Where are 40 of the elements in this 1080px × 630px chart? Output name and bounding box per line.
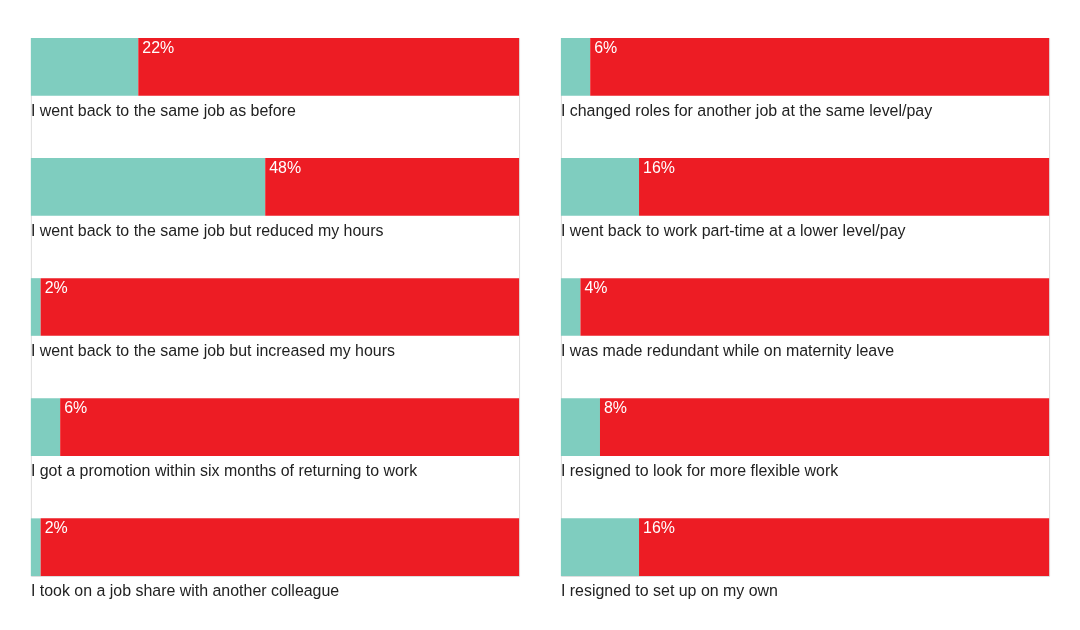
- bar: [30, 278, 41, 336]
- data-label: 6%: [594, 38, 618, 56]
- bar: [560, 278, 581, 336]
- bar: [60, 398, 520, 456]
- bar: [639, 518, 1050, 576]
- bar: [40, 278, 520, 336]
- y-tick-label: I went back to the same job but increased my hours: [30, 341, 396, 359]
- y-tick-label: I took on a job share with another colleague: [30, 582, 340, 599]
- y-tick-label: I was made redundant while on maternity leave: [560, 341, 895, 359]
- bar: [30, 158, 266, 216]
- bar: [560, 518, 640, 576]
- y-tick-label: I changed roles for another job at the same level/pay: [560, 101, 933, 119]
- bar: [560, 398, 600, 456]
- data-label: 2%: [44, 519, 68, 537]
- bar: [590, 37, 1050, 96]
- bar: [40, 518, 520, 576]
- data-label: 16%: [643, 519, 675, 537]
- bar: [30, 37, 139, 96]
- data-label: 48%: [269, 158, 302, 176]
- data-label: 4%: [584, 279, 608, 297]
- y-tick-label: I resigned to set up on my own: [560, 582, 778, 599]
- data-label: 2%: [44, 279, 68, 297]
- y-tick-label: I got a promotion within six months of returning to work: [30, 461, 418, 479]
- bar: [265, 158, 520, 216]
- bar: [639, 158, 1050, 216]
- data-label: 8%: [603, 399, 628, 417]
- data-label: 16%: [643, 158, 675, 176]
- bar: [30, 398, 61, 456]
- y-tick-label: I went back to the same job as before: [30, 101, 296, 119]
- y-tick-label: I went back to the same job but reduced my hours: [30, 221, 384, 239]
- data-label: 6%: [64, 399, 88, 417]
- bar: [580, 278, 1050, 336]
- bar: [599, 398, 1050, 456]
- bar: [560, 158, 640, 216]
- data-label: 22%: [142, 38, 175, 56]
- bar: [560, 37, 591, 96]
- y-tick-label: I went back to work part-time at a lower level/pay: [560, 221, 906, 239]
- bar: [30, 518, 41, 576]
- bar: [138, 37, 520, 96]
- y-tick-label: I resigned to look for more flexible work: [560, 461, 839, 479]
